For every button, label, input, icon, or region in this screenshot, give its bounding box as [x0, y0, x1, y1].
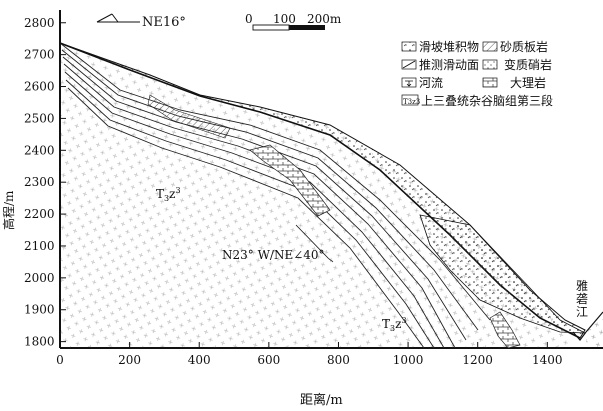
direction-arrow-icon	[96, 13, 140, 23]
y-tick-label: 1800	[24, 335, 55, 349]
x-axis-label: 距离/m	[300, 392, 343, 407]
scale-t1: 100	[273, 12, 296, 26]
y-tick-label: 2500	[24, 111, 55, 125]
sandy-slate-band	[147, 94, 231, 139]
river-label: 雅砻江	[576, 278, 588, 319]
legend-label-slip: 推测滑动面	[419, 58, 479, 72]
river-channel	[572, 331, 587, 341]
y-tick-label: 2700	[24, 48, 55, 62]
x-axis-ticks: 0 200 400 600 800 1000 1200 1400	[56, 342, 563, 367]
y-axis-ticks: 2800 2700 2600 2500 2400 2300 2200 2100 2000 1900…	[24, 16, 66, 349]
t3z3-icon	[401, 94, 419, 106]
geology-layers	[60, 42, 603, 348]
t3z3-label-upper: T3z3	[156, 186, 181, 203]
x-tick-label: 1200	[462, 353, 493, 367]
legend-label-meta-sand: 变质硝岩	[504, 57, 552, 72]
y-tick-label: 2100	[24, 239, 55, 253]
y-tick-label: 2800	[24, 16, 55, 30]
y-tick-label: 2000	[24, 271, 55, 285]
legend: 滑坡堆积物 砂质板岩 推测滑动面 变质硝岩 河流 大理岩 T3z3 上三叠统杂谷…	[401, 39, 553, 108]
t3z3-label-lower: T3z3	[382, 316, 407, 333]
marble-icon	[482, 77, 498, 88]
scale-t2: 200m	[307, 12, 342, 26]
legend-label-sandy-slate: 砂质板岩	[500, 39, 548, 54]
landslide-deposit-lower	[419, 214, 586, 334]
y-axis-label: 高程/m	[1, 190, 16, 230]
sandy-slate-icon	[482, 41, 498, 52]
direction-indicator: NE16°	[96, 13, 186, 30]
marble-block-upper	[249, 144, 331, 217]
legend-label-landslide: 滑坡堆积物	[419, 40, 479, 54]
metamorphic-sandstone-icon	[482, 59, 498, 70]
t3z3-icon-code: T3z3	[403, 98, 420, 106]
legend-label-marble: 大理岩	[510, 75, 546, 90]
y-tick-label: 2200	[24, 207, 55, 221]
x-tick-label: 400	[188, 353, 211, 367]
svg-text:T3z3: T3z3	[382, 316, 407, 333]
direction-text: NE16°	[142, 15, 186, 30]
legend-label-river: 河流	[419, 76, 443, 90]
y-tick-label: 2600	[24, 80, 55, 94]
x-tick-label: 1000	[393, 353, 424, 367]
x-tick-label: 1400	[532, 353, 563, 367]
x-tick-label: 600	[257, 353, 280, 367]
y-tick-label: 1900	[24, 303, 55, 317]
marble-block-lower	[489, 311, 521, 348]
svg-text:T3z3: T3z3	[156, 186, 181, 203]
bedding-orientation-callout: N23° W/NE∠40°	[222, 224, 334, 263]
x-tick-label: 0	[56, 353, 64, 367]
strata-lines	[60, 42, 491, 348]
orientation-text: N23° W/NE∠40°	[222, 248, 325, 262]
river-name-text: 雅砻江	[576, 278, 588, 319]
y-tick-label: 2300	[24, 175, 55, 189]
scale-t0: 0	[245, 12, 253, 26]
landslide-deposit-icon	[401, 41, 417, 52]
x-tick-label: 200	[118, 353, 141, 367]
x-tick-label: 800	[327, 353, 350, 367]
leader-line	[295, 224, 334, 263]
legend-label-t3z3: 上三叠统杂谷脑组第三段	[421, 93, 553, 108]
y-tick-label: 2400	[24, 143, 55, 157]
scale-bar: 0 100 200m	[245, 12, 342, 31]
